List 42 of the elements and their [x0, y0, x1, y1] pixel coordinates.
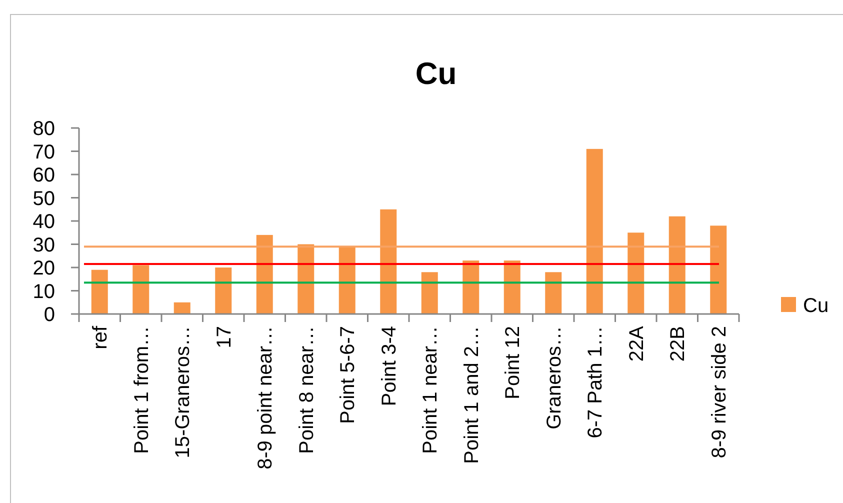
y-tick-label: 40 [32, 211, 55, 233]
x-tick-label: 8-9 point near… [254, 326, 277, 470]
legend-label: Cu [803, 295, 829, 317]
x-tick-label: Point 5-6-7 [337, 326, 360, 424]
y-tick-label: 70 [32, 141, 55, 164]
y-tick-label: 30 [32, 234, 55, 256]
bar [256, 234, 273, 314]
x-tick-label: 22A [626, 325, 648, 362]
bar [668, 216, 686, 314]
bar [380, 209, 397, 314]
x-tick-label: Point 3-4 [378, 326, 400, 406]
x-tick-label: 22B [667, 326, 690, 362]
x-tick-label: Point 1 near… [420, 326, 442, 454]
y-tick-label: 10 [32, 280, 55, 303]
bar [174, 302, 190, 314]
bar [710, 226, 727, 314]
x-tick-label: Point 8 near… [296, 326, 318, 454]
x-tick-label: ref [90, 326, 112, 350]
x-tick-label: Point 12 [502, 326, 524, 400]
x-tick-label: Graneros… [543, 326, 566, 430]
x-tick-label: 6-7 Path 1… [584, 326, 607, 438]
bar [132, 265, 150, 314]
x-tick-label: Point 1 and 2… [460, 326, 483, 464]
bar [338, 246, 356, 314]
y-tick-label: 50 [32, 188, 55, 210]
bar [586, 148, 603, 314]
bar [215, 268, 232, 314]
x-tick-label: 15-Graneros… [172, 326, 194, 458]
chart-title: Cu [415, 56, 457, 91]
bar [628, 232, 644, 314]
y-tick-label: 60 [32, 164, 55, 186]
bar [462, 260, 480, 314]
x-tick-label: 17 [213, 326, 236, 348]
bar [504, 260, 520, 314]
x-tick-label: Point 1 from… [130, 326, 153, 454]
x-tick-label: 8-9 river side 2 [708, 326, 730, 458]
bar [545, 272, 562, 314]
bar [91, 270, 108, 314]
bar [421, 272, 438, 314]
y-tick-label: 20 [32, 258, 55, 280]
y-tick-label: 0 [44, 304, 55, 326]
y-tick-label: 80 [32, 118, 55, 140]
